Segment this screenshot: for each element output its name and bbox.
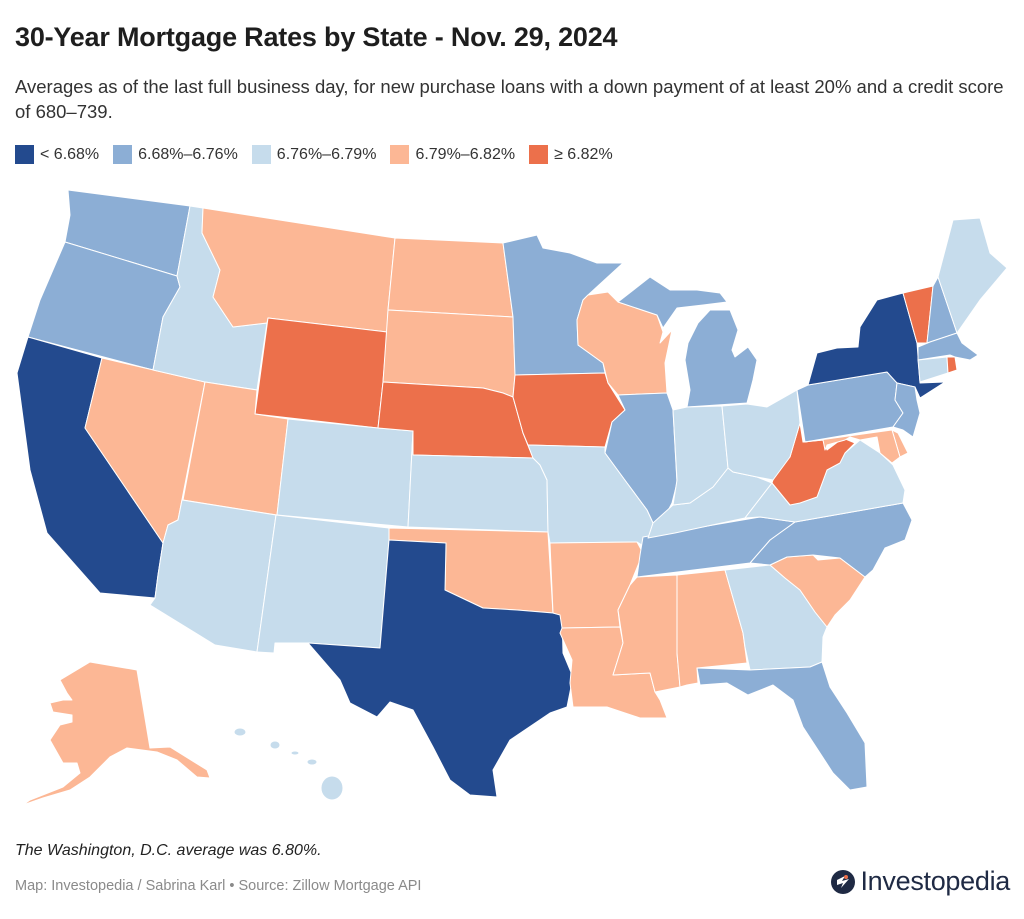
state-HI (306, 758, 318, 766)
state-RI (946, 356, 958, 374)
state-IN (672, 405, 729, 506)
legend-item-bin-1: 6.68%–6.76% (113, 145, 238, 164)
state-WY (254, 317, 388, 429)
legend-item-bin-4: ≥ 6.82% (529, 145, 613, 164)
dc-note: The Washington, D.C. average was 6.80%. (15, 842, 322, 859)
legend-label: ≥ 6.82% (554, 145, 613, 163)
chart-subtitle: Averages as of the last full business da… (15, 76, 1004, 122)
state-CT (917, 356, 949, 383)
legend-swatch (113, 145, 133, 164)
legend-label: 6.68%–6.76% (138, 145, 238, 163)
state-TX (307, 539, 574, 798)
state-MD (802, 429, 901, 464)
legend-item-bin-2: 6.76%–6.79% (251, 145, 377, 164)
legend-label: 6.76%–6.79% (276, 145, 377, 163)
state-OH (721, 389, 801, 481)
state-NJ (892, 382, 921, 438)
state-ND (387, 237, 514, 318)
state-MA (917, 332, 979, 361)
investopedia-logo-icon (831, 869, 856, 894)
state-MT (201, 207, 396, 333)
logo-text: Investopedia (860, 866, 1010, 896)
state-CO (276, 418, 414, 528)
investopedia-logo: Investopedia (830, 866, 1010, 897)
state-HI (233, 727, 247, 737)
legend-swatch (15, 145, 34, 164)
state-ME (937, 217, 1008, 334)
state-HI (320, 775, 344, 801)
legend-swatch (529, 145, 549, 164)
legend-item-bin-0: < 6.68% (15, 145, 99, 164)
state-IA (512, 372, 626, 448)
chart-title: 30-Year Mortgage Rates by State - Nov. 2… (15, 22, 618, 52)
state-MI (617, 276, 728, 329)
legend-swatch (251, 145, 271, 164)
state-NM (256, 514, 390, 654)
state-HI (269, 740, 281, 750)
legend-swatch (390, 145, 410, 164)
legend-item-bin-3: 6.79%–6.82% (390, 145, 515, 164)
state-MI (684, 309, 758, 408)
state-FL (696, 661, 868, 791)
state-AK (22, 661, 211, 806)
legend-label: 6.79%–6.82% (415, 145, 516, 163)
legend-label: < 6.68% (40, 145, 100, 163)
state-HI (290, 750, 300, 756)
source-credit: Map: Investopedia / Sabrina Karl • Sourc… (15, 878, 422, 894)
state-NC (749, 502, 913, 578)
legend: < 6.68% 6.68%–6.76% 6.76%–6.79% 6.79%–6.… (15, 145, 613, 164)
